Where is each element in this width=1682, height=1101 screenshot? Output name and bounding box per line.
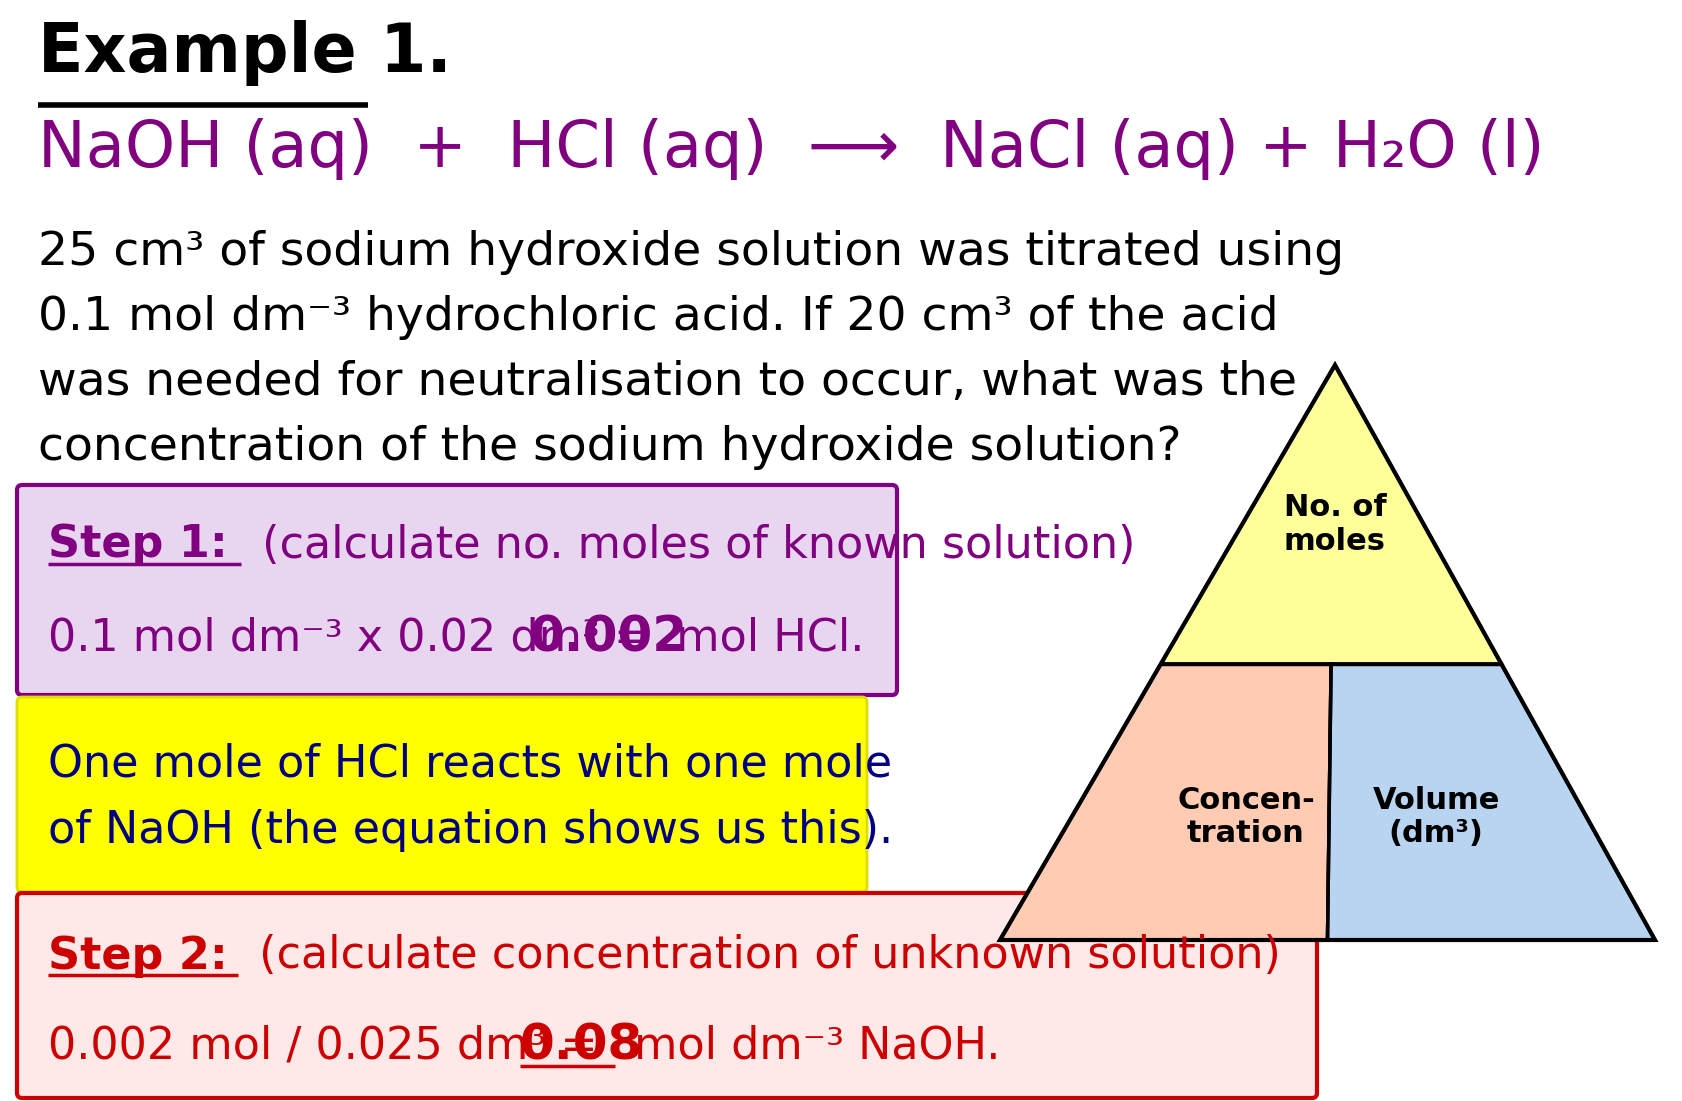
Text: concentration of the sodium hydroxide solution?: concentration of the sodium hydroxide so… [39,425,1181,470]
Text: Step 2:: Step 2: [49,935,227,978]
Polygon shape [1161,366,1502,664]
Text: NaOH (aq)  +  HCl (aq)  ⟶  NaCl (aq) + H₂O (l): NaOH (aq) + HCl (aq) ⟶ NaCl (aq) + H₂O (… [39,118,1544,179]
FancyBboxPatch shape [17,486,897,695]
Text: (calculate concentration of unknown solution): (calculate concentration of unknown solu… [246,935,1280,978]
Text: mol HCl.: mol HCl. [648,617,865,659]
Text: 0.08: 0.08 [520,1022,643,1070]
Text: 0.1 mol dm⁻³ hydrochloric acid. If 20 cm³ of the acid: 0.1 mol dm⁻³ hydrochloric acid. If 20 cm… [39,295,1278,340]
Text: mol dm⁻³ NaOH.: mol dm⁻³ NaOH. [621,1025,1001,1068]
FancyBboxPatch shape [17,697,866,892]
Polygon shape [1327,664,1655,940]
Text: One mole of HCl reacts with one mole: One mole of HCl reacts with one mole [49,742,891,785]
Text: 0.1 mol dm⁻³ x 0.02 dm³ =: 0.1 mol dm⁻³ x 0.02 dm³ = [49,617,666,659]
Text: was needed for neutralisation to occur, what was the: was needed for neutralisation to occur, … [39,360,1297,405]
Polygon shape [1001,664,1330,940]
Text: Example 1.: Example 1. [39,20,452,86]
Text: of NaOH (the equation shows us this).: of NaOH (the equation shows us this). [49,808,893,851]
Text: 25 cm³ of sodium hydroxide solution was titrated using: 25 cm³ of sodium hydroxide solution was … [39,230,1344,275]
Text: 0.002: 0.002 [530,614,688,662]
Text: (calculate no. moles of known solution): (calculate no. moles of known solution) [247,523,1135,567]
Text: Concen-
tration: Concen- tration [1177,786,1315,848]
Text: No. of
moles: No. of moles [1283,493,1386,556]
Text: Step 1:: Step 1: [49,523,227,567]
FancyBboxPatch shape [17,893,1317,1098]
Text: Volume
(dm³): Volume (dm³) [1373,786,1500,848]
Text: 0.002 mol / 0.025 dm³ =: 0.002 mol / 0.025 dm³ = [49,1025,612,1068]
